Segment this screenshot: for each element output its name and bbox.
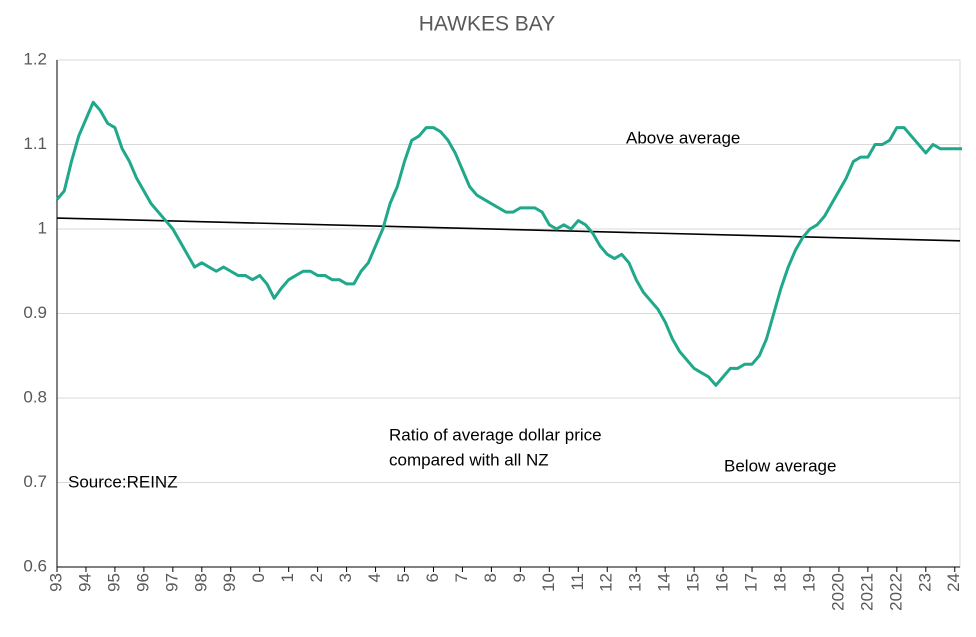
y-tick-label: 0.9 <box>23 303 47 322</box>
x-tick-label: 24 <box>944 573 963 592</box>
x-tick-label: 12 <box>597 573 616 592</box>
x-tick-label: 99 <box>220 573 239 592</box>
x-tick-label: 2021 <box>857 573 876 611</box>
x-tick-label: 93 <box>46 573 65 592</box>
x-tick-label: 0 <box>249 573 268 582</box>
chart-title: HAWKES BAY <box>419 13 556 36</box>
x-tick-label: 13 <box>626 573 645 592</box>
y-tick-label: 1.2 <box>23 49 47 68</box>
annotation: Source:REINZ <box>68 472 178 491</box>
x-tick-label: 17 <box>742 573 761 592</box>
x-tick-label: 16 <box>713 573 732 592</box>
annotation: Above average <box>626 128 740 147</box>
x-tick-label: 15 <box>684 573 703 592</box>
x-tick-label: 96 <box>133 573 152 592</box>
y-tick-label: 1 <box>38 218 47 237</box>
x-tick-label: 8 <box>481 573 500 582</box>
x-tick-label: 19 <box>799 573 818 592</box>
x-tick-label: 9 <box>510 573 529 582</box>
y-tick-label: 1.1 <box>23 134 47 153</box>
x-tick-label: 98 <box>191 573 210 592</box>
x-tick-label: 7 <box>452 573 471 582</box>
x-tick-label: 18 <box>770 573 789 592</box>
x-tick-label: 23 <box>915 573 934 592</box>
data-line <box>55 100 962 387</box>
trend-line <box>56 217 961 242</box>
x-tick-label: 3 <box>336 573 355 582</box>
y-tick-label: 0.7 <box>23 472 47 491</box>
x-tick-label: 1 <box>278 573 297 582</box>
x-tick-label: 94 <box>75 573 94 592</box>
x-tick-label: 4 <box>365 573 384 582</box>
annotation: Ratio of average dollar price <box>389 425 602 444</box>
x-tick-label: 2020 <box>828 573 847 611</box>
x-tick-label: 6 <box>423 573 442 582</box>
x-tick-label: 95 <box>104 573 123 592</box>
x-tick-label: 5 <box>394 573 413 582</box>
x-tick-label: 97 <box>162 573 181 592</box>
annotation: Below average <box>724 456 836 475</box>
x-tick-label: 2022 <box>886 573 905 611</box>
y-tick-label: 0.8 <box>23 387 47 406</box>
x-tick-label: 2 <box>307 573 326 582</box>
x-tick-label: 14 <box>655 573 674 592</box>
y-tick-label: 0.6 <box>23 556 47 575</box>
x-tick-label: 10 <box>539 573 558 592</box>
annotation: compared with all NZ <box>389 450 549 469</box>
x-tick-label: 11 <box>568 573 587 591</box>
